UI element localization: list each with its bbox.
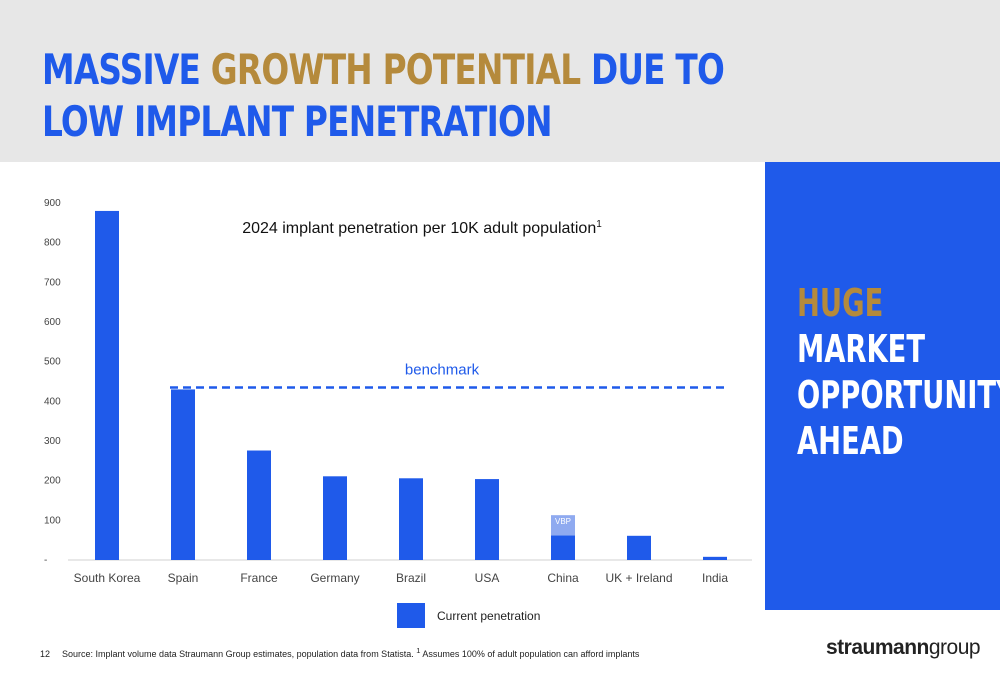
title-part1: MASSIVE — [42, 45, 211, 94]
y-axis: - 100 200 300 400 500 600 700 800 900 — [44, 198, 61, 566]
company-logo: straumanngroup — [826, 636, 981, 660]
page-number: 12 — [40, 649, 51, 659]
panel-line-3: AHEAD — [797, 419, 904, 463]
x-tick-label: India — [702, 571, 728, 585]
y-tick-label: 400 — [44, 396, 61, 407]
x-axis-labels: South Korea Spain France Germany Brazil USA Ch… — [74, 571, 729, 585]
chart-title-sup: 1 — [596, 219, 602, 230]
bar — [551, 535, 575, 560]
panel-highlight: HUGE — [797, 281, 884, 325]
y-tick-label: 100 — [44, 515, 61, 526]
bar — [247, 450, 271, 560]
chart-title: 2024 implant penetration per 10K adult p… — [242, 219, 602, 237]
bar — [399, 478, 423, 560]
footer-source: 12 Source: Implant volume data Straumann … — [40, 646, 639, 659]
chart-title-text: 2024 implant penetration per 10K adult p… — [242, 220, 596, 237]
logo-light: group — [928, 636, 981, 659]
legend-swatch — [397, 603, 425, 628]
page-title: MASSIVE GROWTH POTENTIAL DUE TO LOW IMPL… — [42, 44, 744, 148]
logo-bold: straumann — [826, 636, 929, 659]
y-tick-label: 200 — [44, 476, 61, 487]
legend-label: Current penetration — [437, 608, 541, 623]
y-tick-label: 900 — [44, 198, 61, 209]
footnote-marker: 1 — [416, 646, 421, 655]
bar — [95, 210, 119, 560]
y-tick-label: 700 — [44, 277, 61, 288]
side-panel: HUGE MARKET OPPORTUNITY AHEAD — [765, 162, 1000, 610]
x-tick-label: USA — [475, 571, 500, 585]
bar — [703, 556, 727, 560]
bar — [475, 479, 499, 560]
x-tick-label: South Korea — [74, 571, 141, 585]
header-band: MASSIVE GROWTH POTENTIAL DUE TO LOW IMPL… — [0, 0, 1000, 162]
vbp-label: VBP — [555, 517, 571, 526]
y-tick-label: 300 — [44, 436, 61, 447]
bars-group: VBP — [95, 210, 727, 560]
panel-text: HUGE MARKET OPPORTUNITY AHEAD — [797, 280, 1000, 464]
x-tick-label: Brazil — [396, 571, 426, 585]
bar-chart: - 100 200 300 400 500 600 700 800 900 VBP South K… — [44, 198, 752, 585]
footnote-text: Assumes 100% of adult population can aff… — [420, 649, 640, 659]
y-tick-label: 500 — [44, 357, 61, 368]
chart-legend: Current penetration — [397, 603, 540, 628]
bar — [171, 389, 195, 560]
x-tick-label: Spain — [168, 571, 199, 585]
title-part2: DUE TO LOW IMPLANT PENETRATION — [42, 45, 725, 146]
source-text: Source: Implant volume data Straumann Gr… — [62, 649, 414, 659]
title-highlight: GROWTH POTENTIAL — [210, 45, 581, 94]
bar — [627, 535, 651, 560]
x-tick-label: Germany — [310, 571, 359, 585]
benchmark-label: benchmark — [405, 361, 480, 378]
y-tick-label: 600 — [44, 317, 61, 328]
x-tick-label: France — [240, 571, 278, 585]
panel-line-1: MARKET — [797, 327, 926, 371]
y-tick-label: 800 — [44, 238, 61, 249]
x-tick-label: UK + Ireland — [605, 571, 672, 585]
bar-vbp — [551, 515, 575, 536]
panel-line-2: OPPORTUNITY — [797, 373, 1000, 417]
bar — [323, 476, 347, 560]
x-tick-label: China — [547, 571, 579, 585]
y-tick-label: - — [44, 555, 47, 566]
